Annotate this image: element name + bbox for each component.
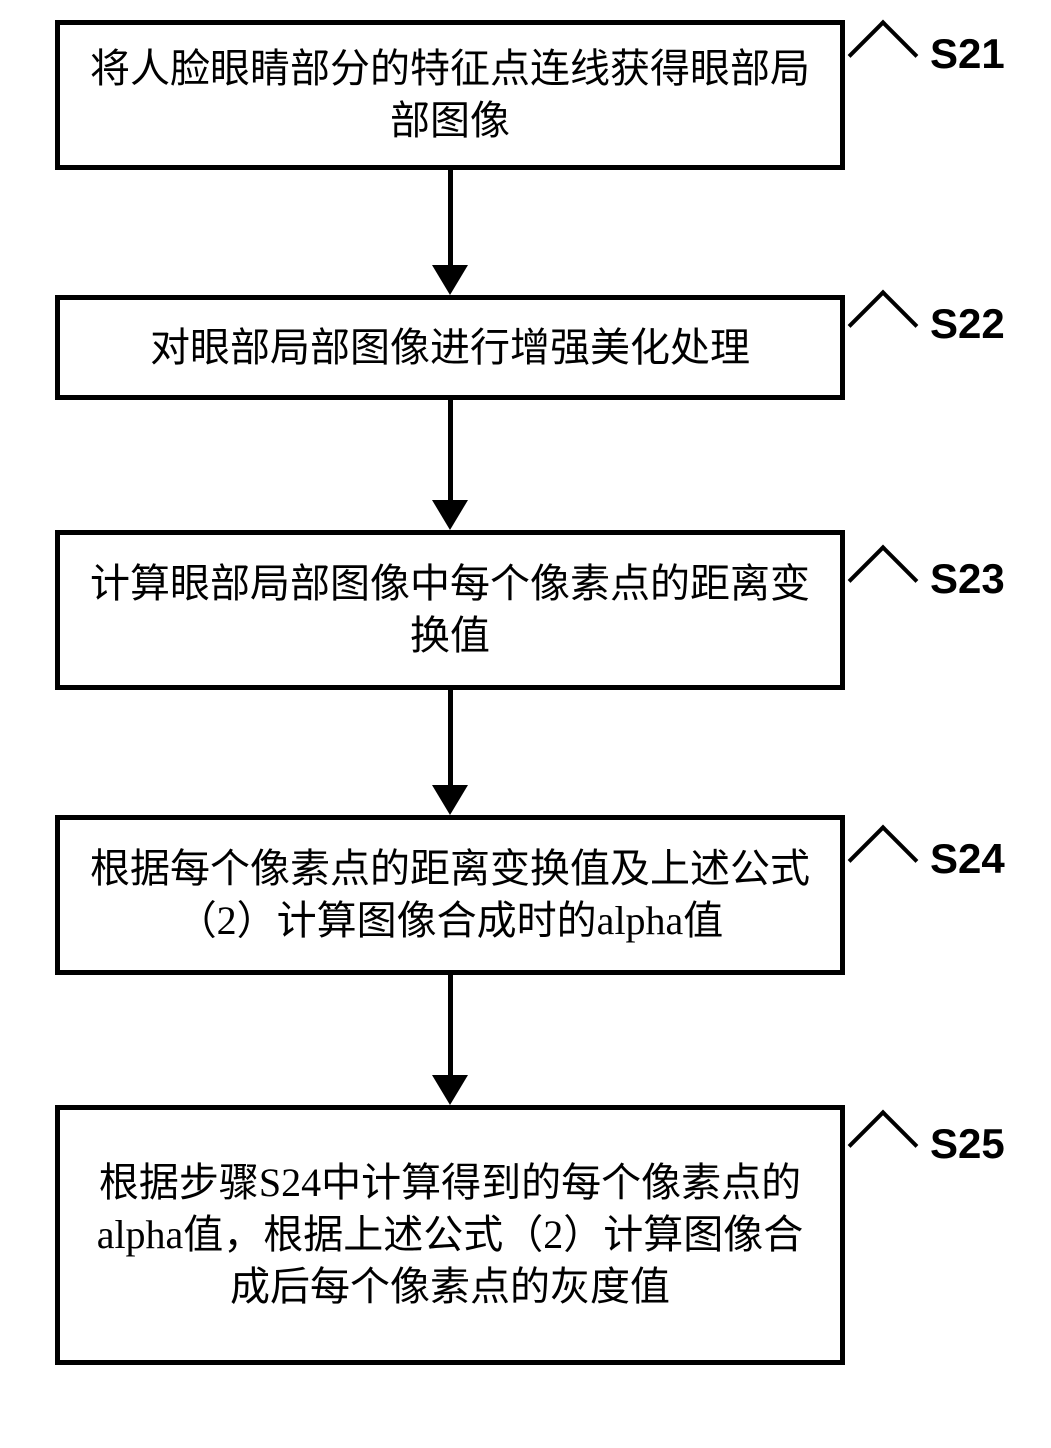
flowchart-container: 将人脸眼睛部分的特征点连线获得眼部局部图像 S21 对眼部局部图像进行增强美化处…	[0, 0, 1051, 1448]
label-hook-s21	[848, 20, 919, 91]
flow-step-s23-label: S23	[930, 555, 1005, 603]
flow-step-s24-label: S24	[930, 835, 1005, 883]
flow-step-s23: 计算眼部局部图像中每个像素点的距离变换值	[55, 530, 845, 690]
flow-step-s22: 对眼部局部图像进行增强美化处理	[55, 295, 845, 400]
flow-arrow-1	[432, 170, 468, 295]
flow-arrow-3	[432, 690, 468, 815]
flow-step-s21: 将人脸眼睛部分的特征点连线获得眼部局部图像	[55, 20, 845, 170]
flow-arrow-2	[432, 400, 468, 530]
flow-step-s21-text: 将人脸眼睛部分的特征点连线获得眼部局部图像	[80, 43, 820, 147]
flow-step-s25: 根据步骤S24中计算得到的每个像素点的alpha值，根据上述公式（2）计算图像合…	[55, 1105, 845, 1365]
flow-step-s25-label: S25	[930, 1120, 1005, 1168]
flow-step-s22-text: 对眼部局部图像进行增强美化处理	[150, 322, 750, 374]
flow-step-s25-text: 根据步骤S24中计算得到的每个像素点的alpha值，根据上述公式（2）计算图像合…	[80, 1157, 820, 1313]
flow-step-s22-label: S22	[930, 300, 1005, 348]
label-hook-s25	[848, 1110, 919, 1181]
label-hook-s24	[848, 825, 919, 896]
flow-step-s23-text: 计算眼部局部图像中每个像素点的距离变换值	[80, 558, 820, 662]
flow-step-s24-text: 根据每个像素点的距离变换值及上述公式（2）计算图像合成时的alpha值	[80, 843, 820, 947]
label-hook-s22	[848, 290, 919, 361]
flow-step-s21-label: S21	[930, 30, 1005, 78]
flow-arrow-4	[432, 975, 468, 1105]
flow-step-s24: 根据每个像素点的距离变换值及上述公式（2）计算图像合成时的alpha值	[55, 815, 845, 975]
label-hook-s23	[848, 545, 919, 616]
